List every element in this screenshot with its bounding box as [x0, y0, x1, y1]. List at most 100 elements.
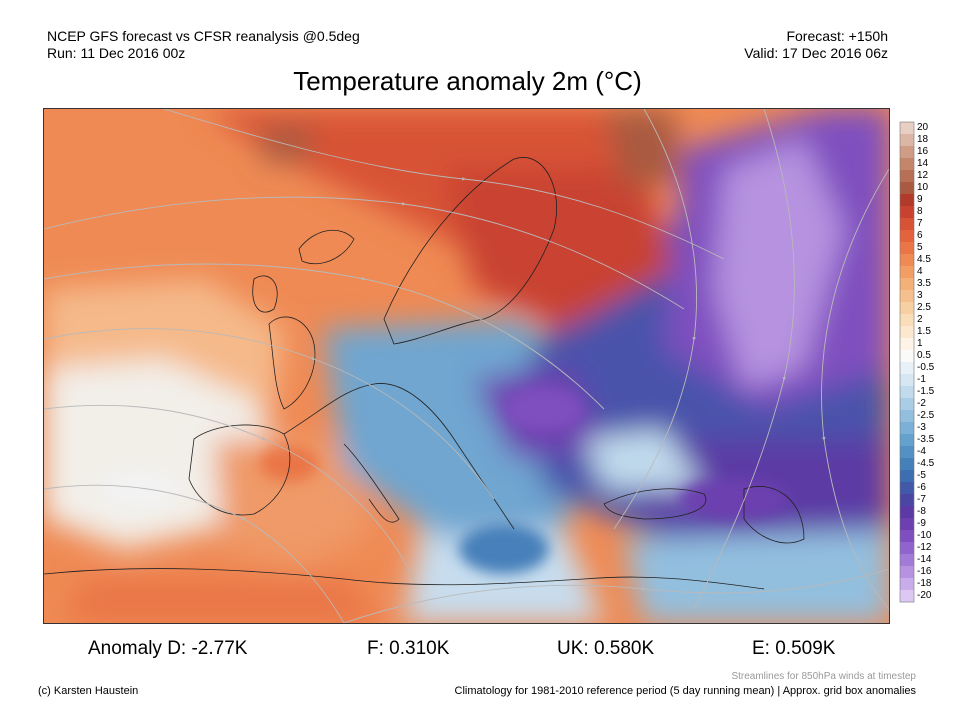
colorbar-swatch [900, 170, 914, 183]
colorbar-swatch [900, 254, 914, 267]
colorbar-label: -14 [917, 554, 932, 565]
colorbar-label: -4.5 [917, 458, 935, 469]
colorbar-label: -1 [917, 374, 926, 385]
colorbar-label: -6 [917, 482, 926, 493]
colorbar-label: 0.5 [917, 350, 931, 361]
colorbar-label: 14 [917, 158, 929, 169]
colorbar-swatch [900, 338, 914, 351]
colorbar-swatch [900, 458, 914, 471]
forecast-hour: Forecast: +150h [786, 28, 888, 44]
colorbar-swatch [900, 326, 914, 339]
colorbar-label: -3.5 [917, 434, 935, 445]
colorbar-swatch [900, 494, 914, 507]
colorbar-swatch [900, 386, 914, 399]
colorbar-label: -3 [917, 422, 926, 433]
colorbar-swatch [900, 542, 914, 555]
colorbar-label: 18 [917, 134, 929, 145]
map-title: Temperature anomaly 2m (°C) [293, 66, 642, 96]
colorbar-label: -16 [917, 566, 932, 577]
colorbar-swatch [900, 482, 914, 495]
colorbar-frame [899, 121, 915, 603]
colorbar-label: 2.5 [917, 302, 931, 313]
stat-france: F: 0.310K [367, 638, 450, 659]
colorbar-label: -2 [917, 398, 926, 409]
colorbar-swatch [900, 134, 914, 147]
run-info: NCEP GFS forecast vs CFSR reanalysis @0.… [47, 28, 360, 62]
colorbar-label: -0.5 [917, 362, 935, 373]
colorbar-swatch [900, 506, 914, 519]
stat-domain: Anomaly D: -2.77K [88, 638, 248, 659]
valid-time: Valid: 17 Dec 2016 06z [744, 45, 888, 61]
colorbar-label: 12 [917, 170, 929, 181]
colorbar-swatch [900, 434, 914, 447]
colorbar-label: 7 [917, 218, 923, 229]
colorbar-label: -1.5 [917, 386, 935, 397]
colorbar-label: -4 [917, 446, 926, 457]
colorbar-swatch [900, 446, 914, 459]
colorbar-label: 5 [917, 242, 923, 253]
colorbar-swatch [900, 374, 914, 387]
colorbar-swatch [900, 290, 914, 303]
coastlines [44, 157, 805, 590]
colorbar-swatch [900, 206, 914, 219]
colorbar-label: -9 [917, 518, 926, 529]
stat-europe: E: 0.509K [752, 638, 836, 659]
copyright: (c) Karsten Haustein [38, 685, 139, 697]
colorbar-swatch [900, 230, 914, 243]
colorbar-labels: 20 18 16 14 12 10 9 8 7 6 5 4.5 4 3.5 3 2.5 2 1.5 1 0.5 -0.5… [917, 122, 957, 602]
colorbar-label: -5 [917, 470, 926, 481]
colorbar-swatch [900, 350, 914, 363]
colorbar-label: 10 [917, 182, 929, 193]
forecast-info: Forecast: +150h Valid: 17 Dec 2016 06z [744, 28, 888, 62]
run-time: Run: 11 Dec 2016 00z [47, 45, 186, 61]
colorbar-label: 4.5 [917, 254, 931, 265]
colorbar-swatch [900, 410, 914, 423]
colorbar-label: 4 [917, 266, 923, 277]
colorbar-swatch [900, 362, 914, 375]
colorbar-label: 20 [917, 122, 929, 133]
colorbar-label: -10 [917, 530, 932, 541]
colorbar-label: -7 [917, 494, 926, 505]
colorbar-label: -18 [917, 578, 932, 589]
colorbar-swatch [900, 314, 914, 327]
colorbar-swatch [900, 530, 914, 543]
colorbar-label: -20 [917, 590, 932, 601]
colorbar-label: 1.5 [917, 326, 931, 337]
colorbar-swatch [900, 278, 914, 291]
colorbar-swatch [900, 122, 914, 135]
colorbar-label: 3 [917, 290, 923, 301]
anomaly-map [43, 108, 890, 624]
streamlines [44, 109, 889, 623]
stat-uk: UK: 0.580K [557, 638, 655, 659]
local-anomalies [99, 387, 789, 574]
colorbar-swatch [900, 218, 914, 231]
colorbar-swatch [900, 566, 914, 579]
colorbar-label: 6 [917, 230, 923, 241]
colorbar-swatch [900, 266, 914, 279]
colorbar-label: -12 [917, 542, 932, 553]
colorbar-label: 9 [917, 194, 923, 205]
colorbar-label: 1 [917, 338, 923, 349]
colorbar-swatch [900, 578, 914, 591]
model-description: NCEP GFS forecast vs CFSR reanalysis @0.… [47, 28, 360, 44]
colorbar-label: -2.5 [917, 410, 935, 421]
colorbar-swatch [900, 422, 914, 435]
colorbar-swatch [900, 194, 914, 207]
colorbar-swatch [900, 398, 914, 411]
colorbar-swatch [900, 182, 914, 195]
anomaly-stats: Anomaly D: -2.77K F: 0.310K UK: 0.580K E… [0, 638, 960, 662]
colorbar-label: 16 [917, 146, 929, 157]
colorbar-label: -8 [917, 506, 926, 517]
colorbar-label: 8 [917, 206, 923, 217]
colorbar-swatch [900, 590, 914, 603]
colorbar-swatch [900, 146, 914, 159]
colorbar-label: 3.5 [917, 278, 931, 289]
colorbar [899, 121, 915, 603]
colorbar-swatch [900, 158, 914, 171]
colorbar-swatch [900, 554, 914, 567]
colorbar-swatch [900, 470, 914, 483]
streamline-note: Streamlines for 850hPa winds at timestep [731, 671, 916, 682]
colorbar-swatch [900, 302, 914, 315]
climatology-note: Climatology for 1981-2010 reference peri… [454, 685, 916, 697]
colorbar-swatch [900, 518, 914, 531]
